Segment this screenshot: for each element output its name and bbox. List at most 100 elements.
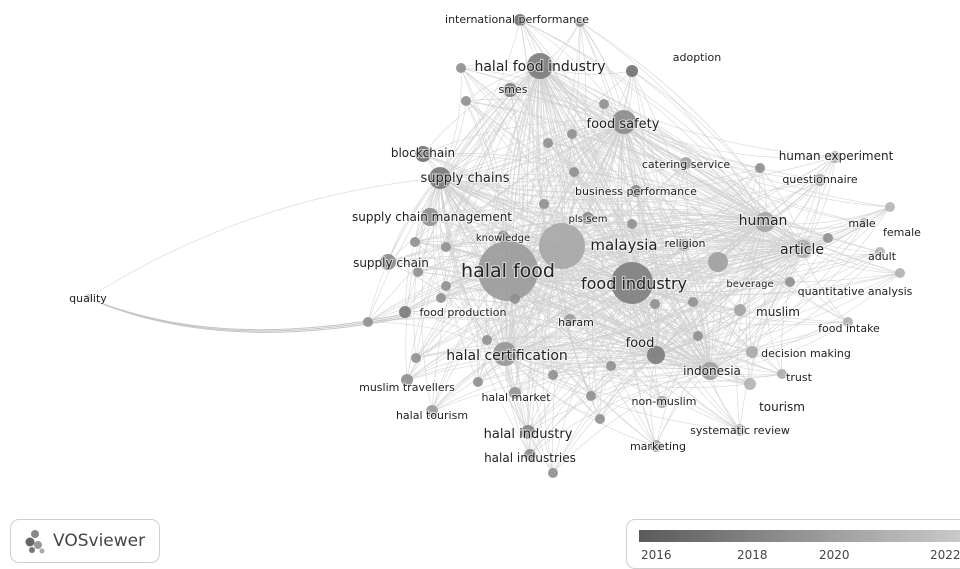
node-decision-making[interactable] — [746, 346, 758, 358]
node-halal-market[interactable] — [509, 387, 521, 399]
label-halal-tourism[interactable]: halal tourism — [395, 408, 469, 423]
node[interactable] — [543, 138, 553, 148]
node[interactable] — [410, 237, 420, 247]
node-indonesia[interactable] — [701, 362, 719, 380]
node[interactable] — [823, 233, 833, 243]
label-female[interactable]: female — [882, 225, 922, 240]
label-knowledge[interactable]: knowledge — [475, 232, 531, 245]
label-tourism[interactable]: tourism — [758, 399, 806, 415]
node-article[interactable] — [794, 240, 812, 258]
label-human-experiment[interactable]: human experiment — [778, 148, 895, 164]
label-halal-industry[interactable]: halal industry — [483, 426, 574, 443]
label-non-muslim[interactable]: non-muslim — [630, 394, 697, 409]
label-religion[interactable]: religion — [663, 236, 706, 251]
label-supply-chain[interactable]: supply chain — [352, 255, 430, 271]
node[interactable] — [575, 17, 585, 27]
label-decision-making[interactable]: decision making — [760, 346, 852, 361]
node[interactable] — [650, 299, 660, 309]
label-questionnaire[interactable]: questionnaire — [781, 172, 859, 187]
node[interactable] — [688, 297, 698, 307]
label-human[interactable]: human — [737, 212, 788, 230]
label-international-performance[interactable]: international performance — [444, 12, 590, 27]
node[interactable] — [755, 163, 765, 173]
label-muslim-travellers[interactable]: muslim travellers — [358, 380, 456, 395]
node[interactable] — [548, 370, 558, 380]
node-non-muslim[interactable] — [656, 396, 668, 408]
node-malaysia[interactable] — [539, 223, 585, 269]
vosviewer-logo[interactable]: VOSviewer — [10, 519, 160, 563]
label-supply-chain-management[interactable]: supply chain management — [351, 209, 514, 225]
label-halal-food-industry[interactable]: halal food industry — [473, 58, 606, 76]
node-questionnaire[interactable] — [814, 174, 826, 186]
node[interactable] — [599, 99, 609, 109]
node-male[interactable] — [859, 218, 869, 228]
node[interactable] — [627, 219, 637, 229]
label-supply-chains[interactable]: supply chains — [419, 170, 510, 187]
node[interactable] — [548, 468, 558, 478]
node[interactable] — [461, 96, 471, 106]
node-beverage[interactable] — [708, 252, 728, 272]
node[interactable] — [482, 335, 492, 345]
label-pls-sem[interactable]: pls-sem — [567, 213, 608, 226]
label-quantitative-analysis[interactable]: quantitative analysis — [797, 284, 914, 299]
node[interactable] — [785, 277, 795, 287]
label-blockchain[interactable]: blockchain — [390, 145, 457, 161]
node[interactable] — [693, 331, 703, 341]
node[interactable] — [363, 317, 373, 327]
node-catering-service[interactable] — [680, 157, 692, 169]
label-catering-service[interactable]: catering service — [641, 157, 732, 172]
node[interactable] — [413, 267, 423, 277]
node[interactable] — [539, 199, 549, 209]
node-halal-tourism[interactable] — [426, 405, 438, 417]
label-male[interactable]: male — [847, 216, 877, 231]
node[interactable] — [510, 294, 520, 304]
node-food-intake[interactable] — [843, 317, 853, 327]
label-halal-market[interactable]: halal market — [480, 390, 552, 405]
label-business-performance[interactable]: business performance — [574, 184, 698, 199]
node-halal-industries[interactable] — [524, 449, 536, 461]
node[interactable] — [436, 293, 446, 303]
label-halal-industries[interactable]: halal industries — [483, 450, 577, 466]
node[interactable] — [595, 414, 605, 424]
node-food-industry[interactable] — [611, 262, 653, 304]
node-halal-food-industry[interactable] — [527, 53, 553, 79]
label-trust[interactable]: trust — [785, 370, 814, 385]
node-business-performance[interactable] — [630, 185, 642, 197]
node-systematic-review[interactable] — [734, 424, 746, 436]
node-knowledge[interactable] — [497, 231, 509, 243]
node-food-safety[interactable] — [612, 110, 636, 134]
label-quality[interactable]: quality — [68, 291, 108, 306]
label-food[interactable]: food — [625, 335, 656, 352]
node[interactable] — [473, 377, 483, 387]
node-halal-certification[interactable] — [493, 342, 517, 366]
label-adoption[interactable]: adoption — [672, 50, 723, 65]
node-haram[interactable] — [564, 314, 576, 326]
node-trust[interactable] — [777, 369, 787, 379]
label-food-intake[interactable]: food intake — [817, 321, 881, 336]
node-tourism[interactable] — [744, 378, 756, 390]
node-marketing[interactable] — [650, 440, 662, 452]
node-muslim[interactable] — [734, 304, 746, 316]
node-adoption[interactable] — [626, 65, 638, 77]
label-haram[interactable]: haram — [557, 315, 595, 330]
node-human-experiment[interactable] — [829, 151, 841, 163]
node-female[interactable] — [885, 202, 895, 212]
node[interactable] — [441, 242, 451, 252]
node-halal-food[interactable] — [478, 241, 538, 301]
node[interactable] — [441, 281, 451, 291]
label-systematic-review[interactable]: systematic review — [689, 423, 791, 438]
node-quality[interactable] — [84, 294, 92, 302]
node-halal-industry[interactable] — [521, 425, 535, 439]
node-pls-sem[interactable] — [582, 212, 594, 224]
node-food[interactable] — [647, 346, 665, 364]
node-blockchain[interactable] — [415, 146, 431, 162]
label-malaysia[interactable]: malaysia — [589, 235, 658, 255]
node[interactable] — [411, 353, 421, 363]
node[interactable] — [456, 63, 466, 73]
node-smes[interactable] — [503, 83, 517, 97]
label-beverage[interactable]: beverage — [725, 278, 775, 291]
label-article[interactable]: article — [779, 241, 825, 259]
label-indonesia[interactable]: indonesia — [682, 363, 742, 379]
label-halal-certification[interactable]: halal certification — [445, 347, 569, 365]
node[interactable] — [586, 391, 596, 401]
